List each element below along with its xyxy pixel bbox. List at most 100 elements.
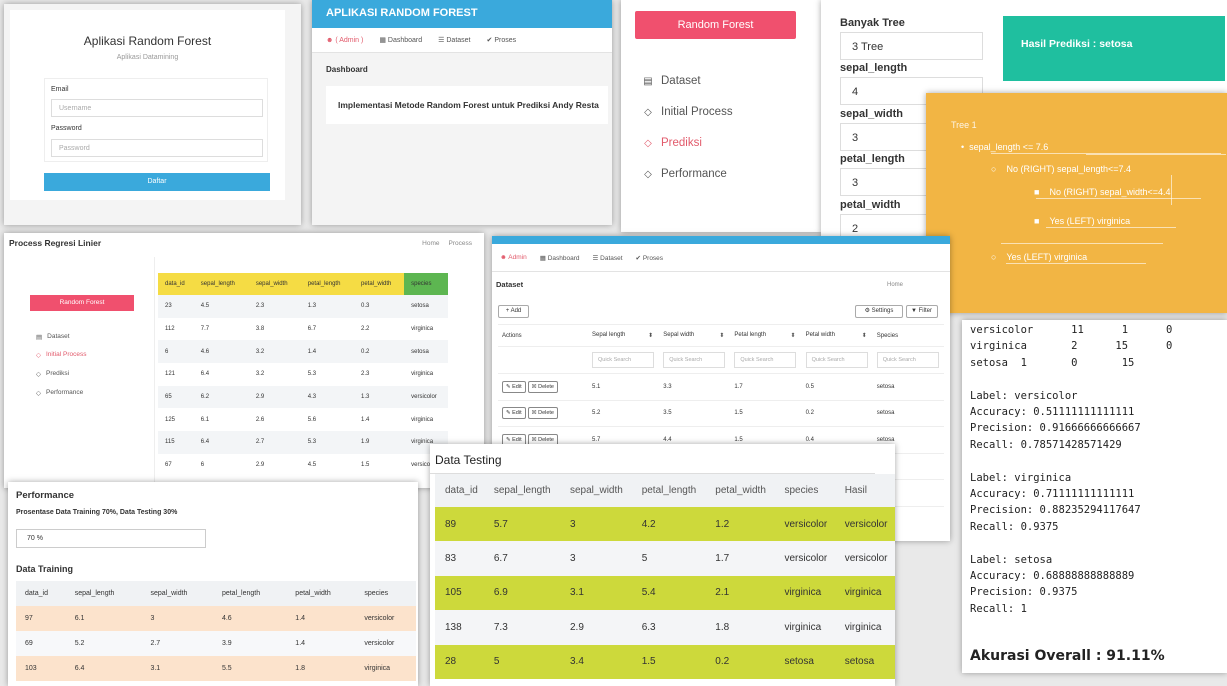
column-header[interactable]: Petal length ⬍	[730, 324, 802, 347]
table-cell: 6.1	[74, 615, 85, 622]
daftar-button[interactable]: Daftar	[44, 173, 270, 191]
breadcrumb[interactable]: Home	[887, 282, 904, 288]
banyak-tree-label: Banyak Tree	[840, 17, 905, 29]
table-row[interactable]: 138 7.3 2.9 6.3 1.8 virginica virginica	[435, 610, 895, 645]
table-cell: 6.1	[200, 416, 210, 423]
nav-dashboard[interactable]: ▦ Dashboard	[379, 37, 423, 44]
table-cell: 5	[493, 656, 500, 668]
tree-node-right-left: ■ Yes (LEFT) virginica	[1034, 216, 1131, 226]
table-row[interactable]: 115 6.4 2.7 5.3 1.9 virginica	[158, 431, 448, 454]
filter-button[interactable]: ▼ Filter	[906, 305, 938, 318]
sidebar-item-initial-process[interactable]: ◇ Initial Process	[36, 351, 87, 359]
table-row[interactable]: 23 4.5 2.3 1.3 0.3 setosa	[158, 295, 448, 318]
testing-table-wrap: data_id sepal_length sepal_width petal_leng…	[435, 474, 895, 679]
table-cell: 7.7	[200, 326, 210, 333]
menu-item-dataset[interactable]: ▤ Dataset	[643, 75, 701, 87]
performance-description: Prosentase Data Training 70%, Data Testi…	[16, 509, 178, 516]
table-row[interactable]: 97 6.1 3 4.6 1.4 versicolor	[16, 606, 416, 631]
nav-dashboard[interactable]: ▦ Dashboard	[539, 254, 580, 262]
column-header[interactable]: Sepal width ⬍	[659, 324, 731, 347]
table-cell: 1.5	[361, 462, 370, 469]
table-cell: 1.4	[307, 348, 317, 355]
regresi-table-wrap: data_id sepal_length sepal_width petal_leng…	[158, 273, 448, 477]
sidebar-item-prediksi[interactable]: ◇ Prediksi	[36, 370, 70, 378]
brand-button[interactable]: Random Forest	[635, 11, 796, 39]
email-field[interactable]: Username	[51, 99, 263, 117]
table-cell: 2.7	[255, 439, 265, 446]
sort-icon: ⬍	[790, 333, 796, 339]
user-icon: ☻	[326, 36, 336, 44]
edit-button[interactable]: ✎ Edit	[502, 380, 526, 393]
table-row[interactable]: 65 6.2 2.9 4.3 1.3 versicolor	[158, 385, 448, 409]
password-field[interactable]: Password	[51, 139, 263, 157]
quick-search-input[interactable]: Quick Search	[592, 352, 654, 368]
menu-item-performance[interactable]: ◇ Performance	[644, 168, 727, 180]
table-row[interactable]: 89 5.7 3 4.2 1.2 versicolor versicolor	[435, 507, 895, 542]
table-row[interactable]: 125 6.1 2.6 5.6 1.4 virginica	[158, 408, 448, 431]
table-cell: 4.5	[307, 462, 317, 469]
quick-search-input[interactable]: Quick Search	[734, 352, 797, 368]
tree-node-left: ○ Yes (LEFT) virginica	[991, 252, 1088, 262]
nav-admin[interactable]: ☻ ( Admin )	[326, 36, 364, 44]
testing-panel: Data Testing data_id sepal_length sepal_wi…	[430, 444, 895, 686]
tree-node-root: • sepal_length <= 7.6	[961, 142, 1049, 152]
table-cell: virginica	[784, 587, 822, 599]
pencil-icon: ✎	[506, 410, 513, 417]
tree-node-right-right: ■ No (RIGHT) sepal_width<=4.4	[1034, 187, 1171, 197]
table-cell: 2.1	[715, 587, 730, 599]
login-card: Aplikasi Random Forest Aplikasi Datamini…	[10, 10, 285, 200]
table-cell: 28	[445, 656, 457, 668]
table-row[interactable]: 105 6.9 3.1 5.4 2.1 virginica virginica	[435, 575, 895, 611]
table-cell: 3	[570, 518, 576, 530]
breadcrumb-home[interactable]: Home	[422, 240, 440, 247]
table-row[interactable]: 28 5 3.4 1.5 0.2 setosa setosa	[435, 644, 895, 679]
add-button[interactable]: + Add	[498, 305, 529, 318]
banyak-tree-input[interactable]: 3 Tree	[840, 32, 983, 60]
table-cell: 2.9	[570, 621, 584, 633]
page-title: Process Regresi Linier	[9, 238, 102, 248]
brand-button[interactable]: Random Forest	[30, 295, 134, 311]
column-header[interactable]: Petal width ⬍	[801, 324, 873, 347]
tree-line	[991, 153, 1221, 154]
table-row[interactable]: 67 6 2.9 4.5 1.5 versicolor	[158, 454, 448, 477]
table-row[interactable]: 83 6.7 3 5 1.7 versicolor versicolor	[435, 541, 895, 576]
column-header[interactable]: Sepal length ⬍	[588, 324, 660, 347]
nav-admin[interactable]: ☻ Admin	[500, 254, 527, 261]
sidebar-item-dataset[interactable]: ▤ Dataset	[36, 333, 70, 341]
nav-proses[interactable]: ✔ Proses	[486, 37, 517, 44]
menu-item-initial-process[interactable]: ◇ Initial Process	[644, 106, 733, 118]
table-cell: 3.9	[221, 640, 232, 647]
table-row[interactable]: 112 7.7 3.8 6.7 2.2 virginica	[158, 318, 448, 341]
row-actions: ✎ Edit ☒ Delete	[498, 373, 588, 400]
table-cell: 6.4	[200, 371, 210, 378]
quick-search-input[interactable]: Quick Search	[663, 352, 726, 368]
delete-button[interactable]: ☒ Delete	[527, 407, 558, 420]
table-row[interactable]: 69 5.2 2.7 3.9 1.4 versicolor	[16, 631, 416, 656]
sidebar-item-performance[interactable]: ◇ Performance	[36, 389, 84, 397]
nav-proses[interactable]: ✔ Proses	[635, 254, 664, 262]
menu-item-prediksi[interactable]: ◇ Prediksi	[644, 137, 702, 149]
metrics-line: virginica 2 15 0	[970, 340, 1173, 353]
table-row[interactable]: ✎ Edit ☒ Delete 5.2 3.5 1.5 0.2 setosa	[498, 399, 944, 427]
table-cell: 3.5	[659, 399, 731, 427]
edit-button[interactable]: ✎ Edit	[502, 407, 526, 420]
breadcrumb-process[interactable]: Process	[448, 240, 472, 247]
table-row[interactable]: 6 4.6 3.2 1.4 0.2 setosa	[158, 340, 448, 364]
nav-dataset[interactable]: ☰ Dataset	[438, 37, 471, 44]
sort-icon: ⬍	[861, 333, 867, 339]
table-cell: 2.2	[361, 326, 370, 333]
settings-button[interactable]: ⚙ Settings	[855, 305, 903, 318]
column-header[interactable]: Species	[872, 324, 944, 347]
training-percent-input[interactable]: 70 %	[16, 529, 206, 548]
table-cell: virginica	[844, 587, 882, 599]
quick-search-input[interactable]: Quick Search	[805, 352, 868, 368]
table-cell: 1.9	[361, 439, 370, 446]
table-row[interactable]: 121 6.4 3.2 5.3 2.3 virginica	[158, 363, 448, 386]
sepal-length-input[interactable]: 4	[840, 77, 983, 105]
table-cell: 6.4	[200, 439, 210, 446]
delete-button[interactable]: ☒ Delete	[527, 380, 558, 393]
table-row[interactable]: 103 6.4 3.1 5.5 1.8 virginica	[16, 656, 416, 681]
nav-dataset[interactable]: ☰ Dataset	[592, 254, 623, 262]
quick-search-input[interactable]: Quick Search	[876, 352, 939, 368]
table-row[interactable]: ✎ Edit ☒ Delete 5.1 3.3 1.7 0.5 setosa	[498, 373, 944, 400]
